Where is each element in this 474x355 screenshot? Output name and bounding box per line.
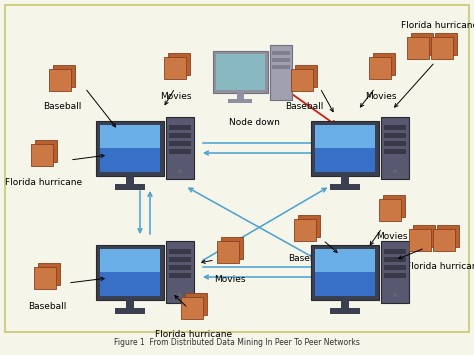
Bar (341, 300, 349, 308)
Text: Baseball: Baseball (288, 254, 326, 263)
Circle shape (393, 293, 397, 297)
Bar (168, 53, 190, 75)
Bar (298, 215, 320, 237)
Bar (369, 57, 391, 79)
Text: Florida hurricane: Florida hurricane (406, 262, 474, 271)
Bar (315, 249, 375, 272)
Bar (379, 199, 401, 221)
Bar (126, 300, 134, 308)
Bar (431, 37, 453, 59)
Bar (169, 125, 191, 130)
Bar (435, 33, 457, 55)
Bar (311, 121, 379, 176)
Text: Movies: Movies (376, 232, 408, 241)
Bar (373, 53, 395, 75)
Text: Baseball: Baseball (285, 102, 323, 111)
Bar (216, 54, 265, 90)
Bar (34, 267, 56, 289)
Text: Node down: Node down (228, 118, 280, 127)
Bar (169, 141, 191, 146)
Text: Florida hurricane: Florida hurricane (5, 178, 82, 187)
Bar (270, 45, 292, 100)
Bar (169, 149, 191, 154)
Bar (407, 37, 429, 59)
Bar (341, 176, 349, 184)
Bar (384, 141, 406, 146)
Text: Baseball: Baseball (43, 102, 81, 111)
Bar (35, 140, 57, 162)
Bar (31, 144, 53, 166)
Text: Movies: Movies (365, 92, 397, 101)
Bar (237, 93, 244, 99)
Bar (169, 265, 191, 270)
Bar (383, 195, 405, 217)
Bar (409, 229, 431, 251)
Bar (272, 65, 290, 69)
Bar (433, 229, 455, 251)
Bar (169, 133, 191, 138)
Bar (315, 272, 375, 296)
Bar (311, 245, 379, 300)
Bar (164, 57, 186, 79)
Bar (166, 241, 194, 303)
Bar (169, 273, 191, 278)
Bar (381, 117, 409, 179)
Bar (169, 257, 191, 262)
Bar (384, 265, 406, 270)
Bar (384, 125, 406, 130)
Bar (294, 219, 316, 241)
Bar (411, 33, 433, 55)
Bar (384, 273, 406, 278)
Bar (228, 99, 252, 103)
Bar (96, 121, 164, 176)
Bar (221, 237, 243, 259)
Circle shape (393, 169, 397, 173)
Bar (384, 249, 406, 254)
Bar (384, 133, 406, 138)
Bar (115, 184, 145, 190)
Bar (384, 149, 406, 154)
Bar (272, 51, 290, 55)
Bar (330, 308, 360, 314)
Bar (126, 176, 134, 184)
Bar (437, 225, 459, 247)
Text: Movies: Movies (214, 275, 246, 284)
Bar (100, 249, 160, 272)
Text: Movies: Movies (160, 92, 192, 101)
Bar (49, 69, 71, 91)
Bar (384, 257, 406, 262)
Bar (330, 184, 360, 190)
Text: Florida hurricane: Florida hurricane (401, 21, 474, 30)
Circle shape (178, 169, 182, 173)
Bar (115, 308, 145, 314)
Bar (315, 148, 375, 172)
Bar (181, 297, 203, 319)
Bar (53, 65, 75, 87)
Bar (100, 272, 160, 296)
Bar (100, 148, 160, 172)
Bar (169, 249, 191, 254)
Bar (295, 65, 317, 87)
Bar (291, 69, 313, 91)
Bar (315, 125, 375, 148)
Bar (217, 241, 239, 263)
Bar (38, 263, 60, 285)
Bar (413, 225, 435, 247)
Bar (100, 125, 160, 148)
Text: Florida hurricane: Florida hurricane (155, 330, 233, 339)
Text: Figure 1  From Distributed Data Mining In Peer To Peer Networks: Figure 1 From Distributed Data Mining In… (114, 338, 360, 347)
Bar (272, 58, 290, 62)
Bar (185, 293, 207, 315)
Circle shape (178, 293, 182, 297)
Bar (381, 241, 409, 303)
Bar (166, 117, 194, 179)
Bar (96, 245, 164, 300)
Text: Baseball: Baseball (28, 302, 66, 311)
Bar (213, 51, 268, 93)
